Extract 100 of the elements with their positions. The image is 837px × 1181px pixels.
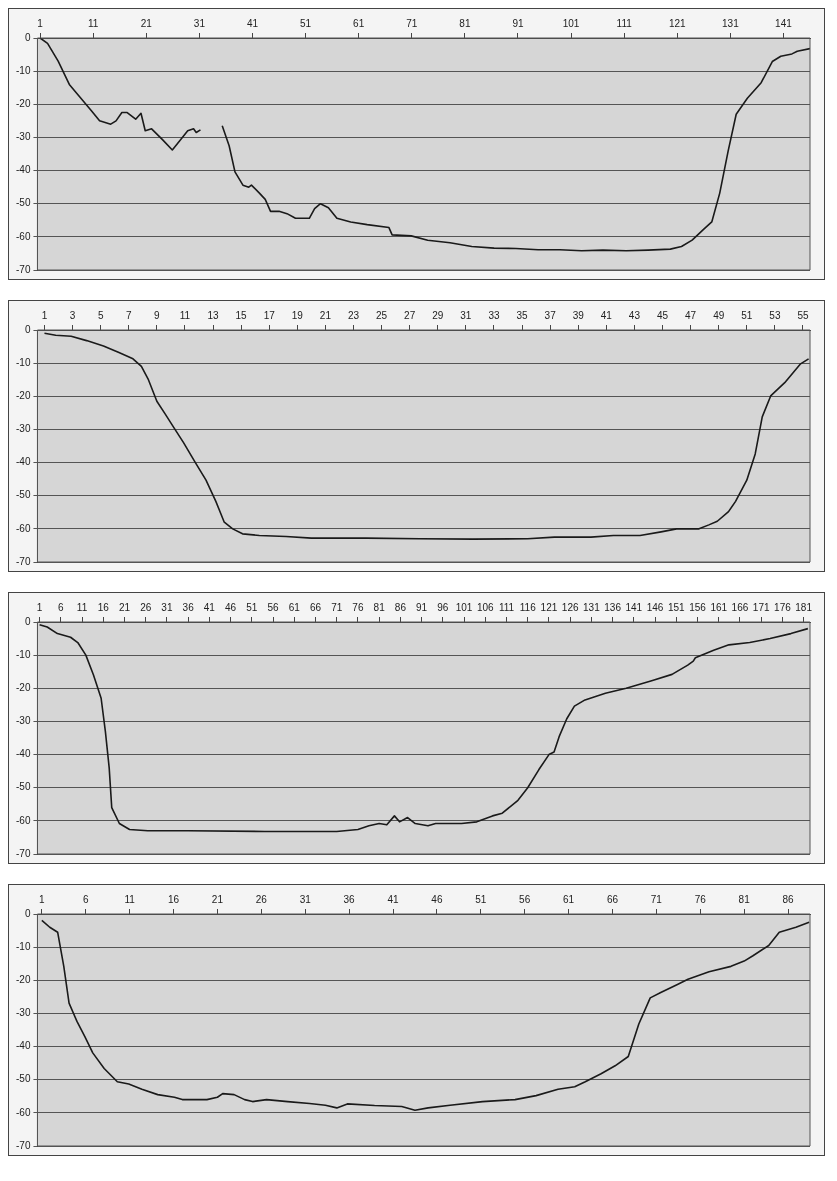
x-tick-label: 37: [544, 309, 557, 321]
x-tick-label: 26: [255, 893, 268, 905]
y-tick-label: -60: [16, 522, 31, 534]
x-tick-label: 101: [455, 601, 473, 613]
x-tick-label: 31: [299, 893, 312, 905]
x-tick-label: 5: [97, 309, 104, 321]
x-tick-label: 35: [516, 309, 529, 321]
y-tick-label: -40: [16, 456, 31, 468]
x-tick-label: 21: [140, 17, 153, 29]
x-tick-label: 7: [125, 309, 132, 321]
y-tick-label: -20: [16, 974, 31, 986]
x-tick-label: 76: [352, 601, 364, 613]
y-tick-label: -30: [16, 715, 31, 727]
x-tick-label: 31: [193, 17, 206, 29]
x-tick-label: 86: [394, 601, 407, 613]
x-tick-label: 21: [319, 309, 332, 321]
y-tick-label: -40: [16, 164, 31, 176]
y-tick-label: -20: [16, 682, 31, 694]
y-tick-label: -40: [16, 748, 31, 760]
x-tick-label: 151: [667, 601, 686, 613]
x-tick-label: 39: [572, 309, 585, 321]
x-tick-label: 61: [563, 893, 575, 905]
y-tick-label: 0: [24, 907, 31, 919]
x-tick-label: 131: [583, 601, 601, 613]
x-tick-label: 41: [203, 601, 216, 613]
x-tick-label: 61: [353, 17, 365, 29]
x-tick-label: 171: [752, 601, 770, 613]
x-tick-label: 11: [124, 893, 136, 905]
x-tick-label: 56: [267, 601, 280, 613]
y-tick-label: 0: [24, 323, 31, 335]
x-tick-label: 11: [179, 309, 191, 321]
y-tick-label: -20: [16, 98, 31, 110]
x-tick-label: 51: [246, 601, 258, 613]
x-tick-label: 11: [88, 17, 99, 29]
x-tick-label: 51: [475, 893, 487, 905]
x-tick-label: 43: [628, 309, 641, 321]
y-tick-label: -50: [16, 781, 31, 793]
x-tick-label: 55: [797, 309, 809, 321]
x-tick-label: 26: [140, 601, 152, 613]
y-tick-label: -30: [16, 131, 31, 143]
y-tick-label: -20: [16, 390, 31, 402]
x-tick-label: 21: [118, 601, 131, 613]
x-tick-label: 71: [650, 893, 663, 905]
x-tick-label: 51: [741, 309, 753, 321]
x-tick-label: 101: [562, 17, 580, 29]
x-tick-label: 27: [404, 309, 416, 321]
y-tick-label: -10: [16, 940, 31, 952]
x-tick-label: 9: [154, 309, 161, 321]
x-tick-label: 19: [291, 309, 304, 321]
x-tick-label: 1: [36, 601, 43, 613]
y-tick-label: 0: [24, 31, 31, 43]
x-tick-label: 41: [246, 17, 259, 29]
x-tick-label: 36: [182, 601, 195, 613]
x-tick-label: 136: [604, 601, 622, 613]
x-tick-label: 66: [606, 893, 619, 905]
x-tick-label: 81: [459, 17, 471, 29]
y-tick-label: -40: [16, 1040, 31, 1052]
x-tick-label: 13: [207, 309, 220, 321]
y-tick-label: 0: [24, 615, 31, 627]
x-tick-label: 111: [498, 601, 515, 613]
x-tick-label: 166: [731, 601, 749, 613]
y-tick-label: -70: [16, 847, 31, 859]
x-tick-label: 176: [774, 601, 792, 613]
x-tick-label: 71: [331, 601, 343, 613]
y-tick-label: -70: [16, 1139, 31, 1151]
x-tick-label: 106: [476, 601, 495, 613]
y-tick-label: -60: [16, 814, 31, 826]
x-tick-label: 141: [775, 17, 793, 29]
y-tick-label: -30: [16, 423, 31, 435]
x-tick-label: 47: [685, 309, 697, 321]
x-tick-label: 51: [300, 17, 312, 29]
x-tick-label: 3: [69, 309, 76, 321]
y-tick-label: -70: [16, 555, 31, 567]
x-tick-label: 6: [82, 893, 89, 905]
x-tick-label: 181: [795, 601, 813, 613]
x-tick-label: 81: [373, 601, 386, 613]
x-tick-label: 131: [722, 17, 740, 29]
y-tick-label: -10: [16, 64, 31, 76]
x-tick-label: 25: [376, 309, 388, 321]
x-tick-label: 156: [689, 601, 707, 613]
y-tick-label: -30: [16, 1007, 31, 1019]
x-tick-label: 41: [600, 309, 613, 321]
x-tick-label: 121: [668, 17, 687, 29]
x-tick-label: 31: [460, 309, 472, 321]
x-tick-label: 141: [625, 601, 643, 613]
x-tick-label: 66: [309, 601, 322, 613]
y-tick-label: -10: [16, 648, 31, 660]
x-tick-label: 16: [97, 601, 110, 613]
x-tick-label: 31: [161, 601, 173, 613]
x-tick-label: 1: [41, 309, 48, 321]
x-tick-label: 21: [211, 893, 224, 905]
x-tick-label: 1: [37, 17, 44, 29]
x-tick-label: 36: [343, 893, 356, 905]
x-tick-label: 96: [437, 601, 449, 613]
x-tick-label: 116: [519, 601, 537, 613]
x-tick-label: 46: [225, 601, 237, 613]
x-tick-label: 1: [39, 893, 46, 905]
x-tick-label: 86: [782, 893, 795, 905]
y-tick-label: -50: [16, 489, 31, 501]
x-tick-label: 161: [710, 601, 728, 613]
